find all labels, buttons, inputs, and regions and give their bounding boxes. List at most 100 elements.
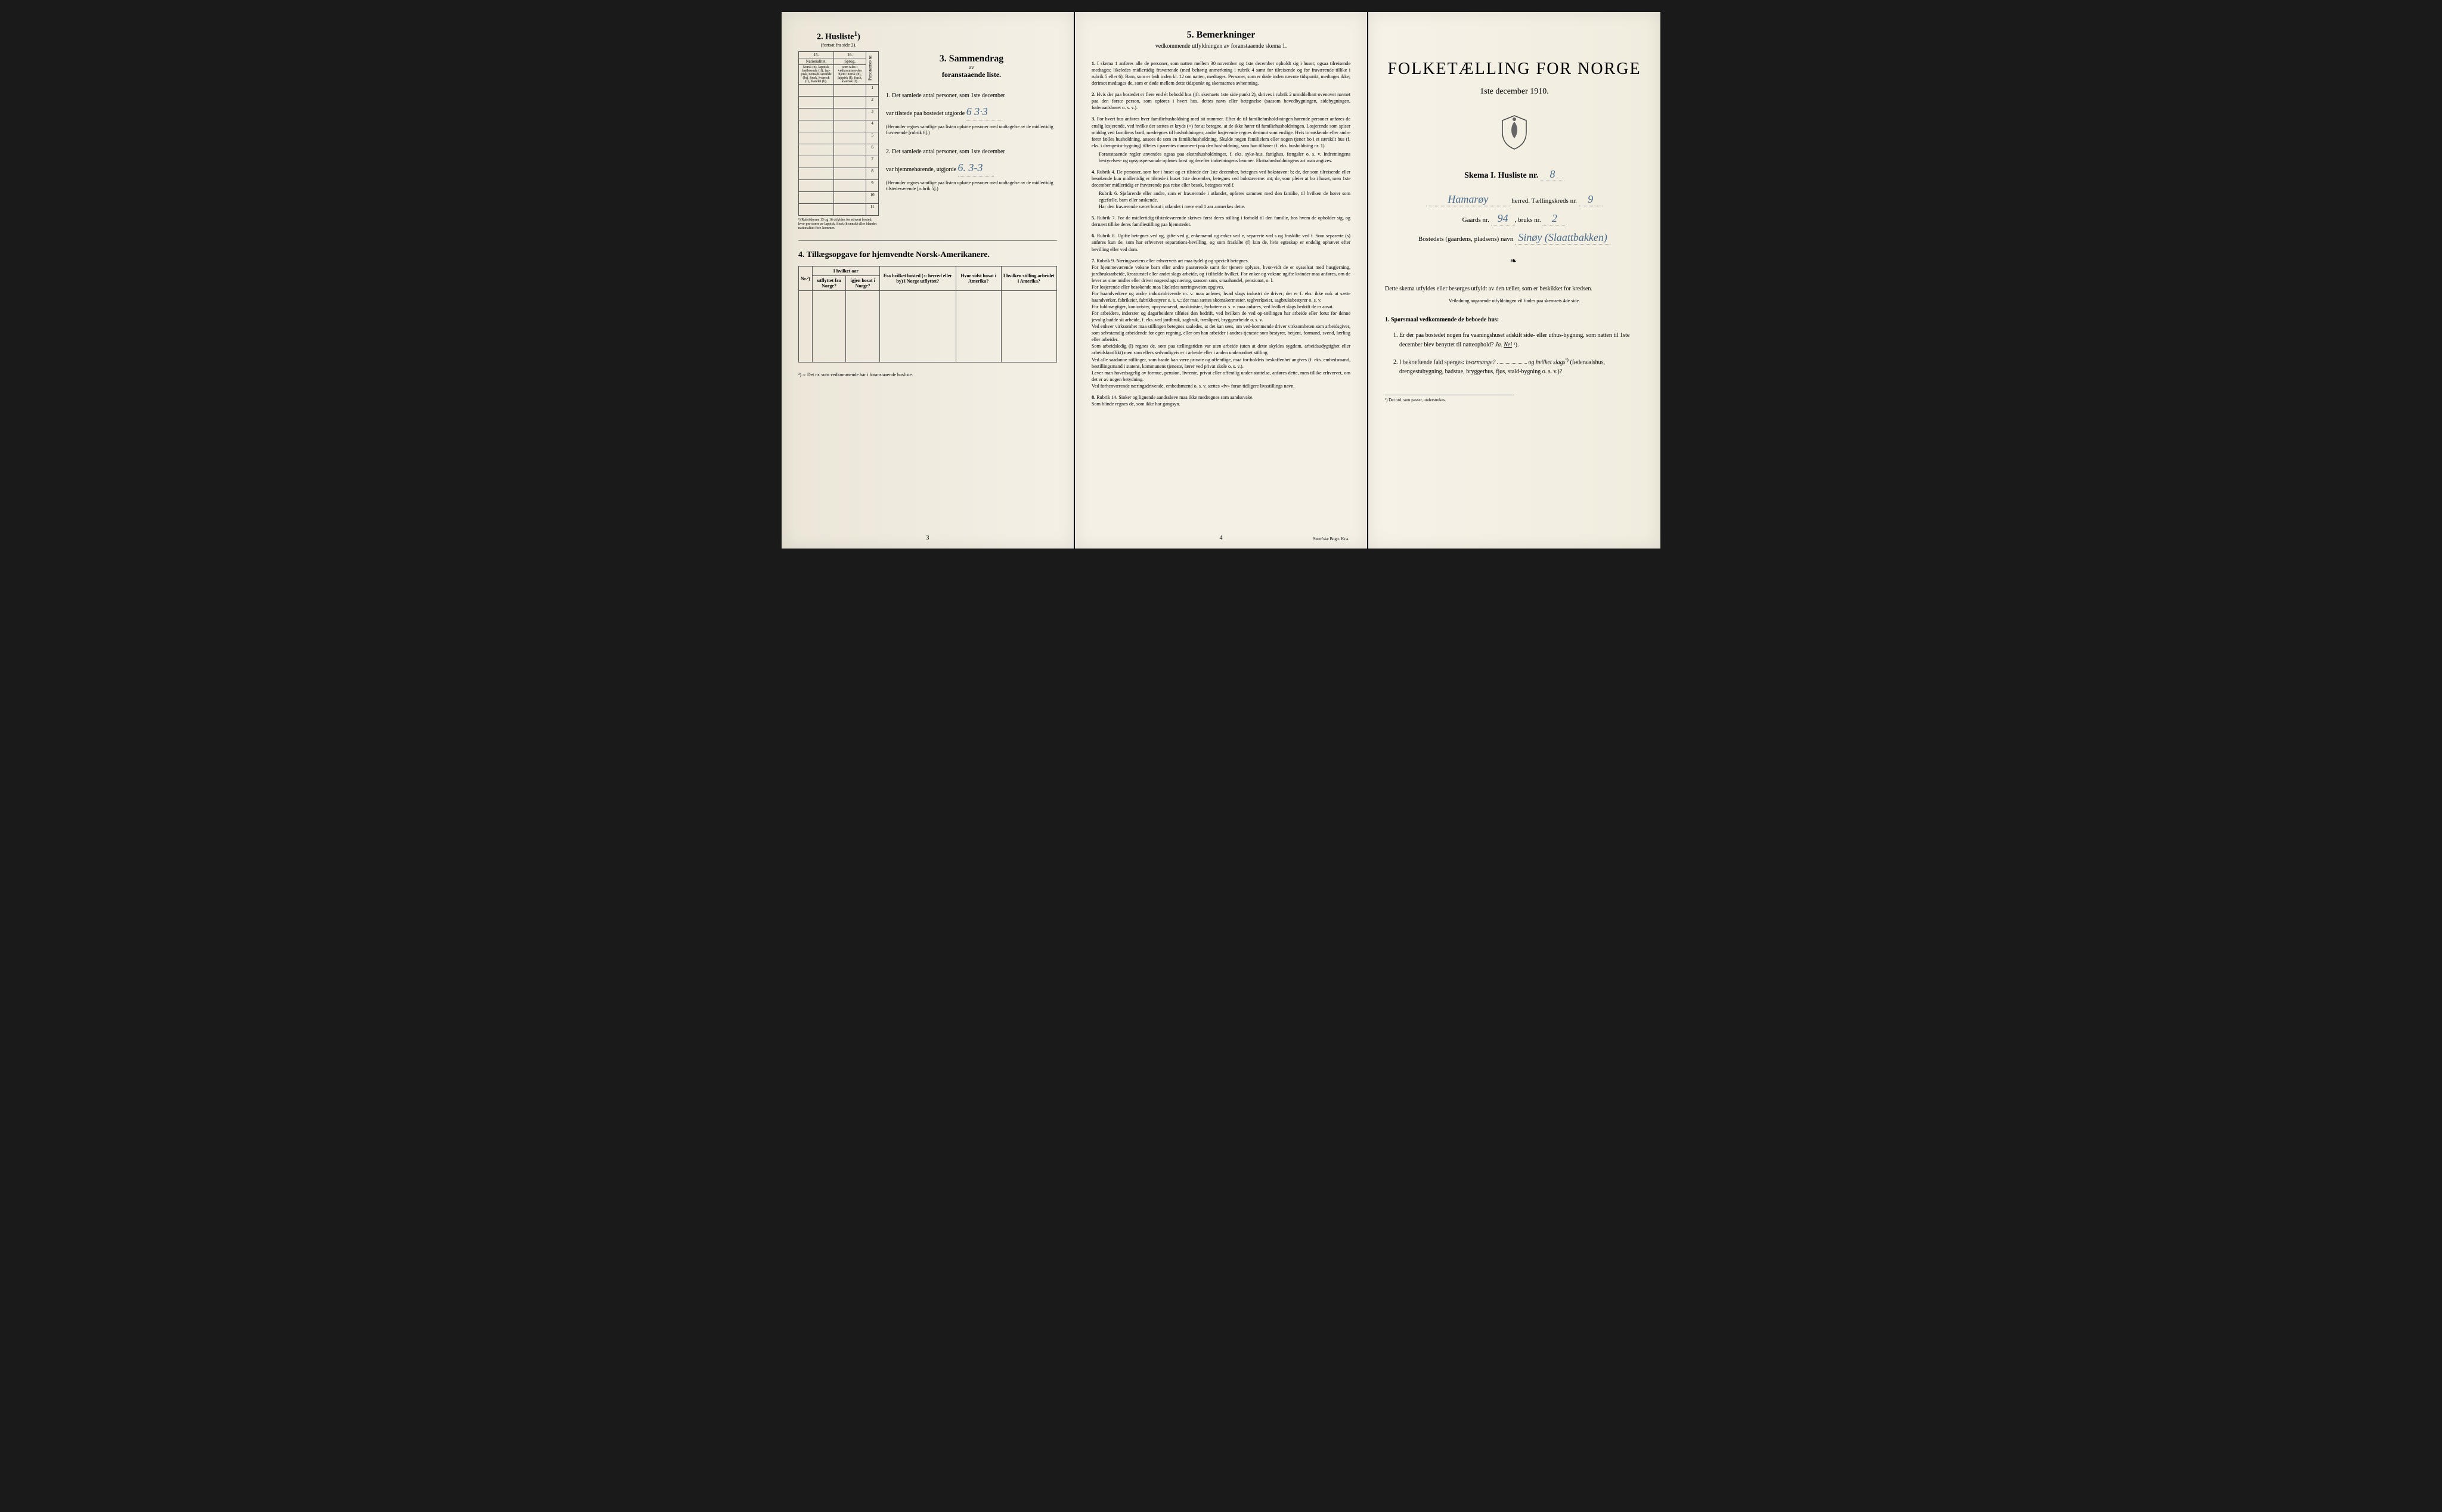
section-4: 4. Tillægsopgave for hjemvendte Norsk-Am…: [798, 250, 1057, 377]
rule-item: 5. Rubrik 7. For de midlertidig tilstede…: [1092, 215, 1350, 228]
rule-item: 2. Hvis der paa bostedet er flere end ét…: [1092, 91, 1350, 111]
rule-item: 3. For hvert hus anføres hver familiehus…: [1092, 116, 1350, 163]
summary1-line: var tilstede paa bostedet utgjorde: [886, 110, 965, 117]
question-1: Er der paa bostedet nogen fra vaaningshu…: [1399, 331, 1644, 350]
herred-label: herred. Tællingskreds nr.: [1511, 197, 1577, 205]
t4-h2: igjen bosat i Norge?: [846, 276, 879, 291]
husliste-subtitle: (fortsat fra side 2).: [798, 42, 879, 48]
page-4: 5. Bemerkninger vedkommende utfyldningen…: [1075, 12, 1367, 549]
bosted-label: Bostedets (gaardens, pladsens) navn: [1418, 236, 1513, 243]
census-date: 1ste december 1910.: [1385, 87, 1644, 97]
q1-ja: Ja.: [1495, 342, 1502, 348]
row-num: 4: [866, 120, 879, 132]
husliste-footnote: ¹) Rubrikkerne 15 og 16 utfyldes for eth…: [798, 218, 879, 231]
t4-h5: I hvilken stilling arbeidet i Amerika?: [1001, 267, 1056, 291]
rule-item: 7. Rubrik 9. Næringsveiens eller erhverv…: [1092, 258, 1350, 389]
q-heading: 1. Spørsmaal vedkommende de beboede hus:: [1385, 315, 1644, 325]
gaards-label: Gaards nr.: [1462, 216, 1489, 224]
row-num: 11: [866, 203, 879, 215]
section4-title: 4. Tillægsopgave for hjemvendte Norsk-Am…: [798, 250, 1057, 260]
col-16-desc: som tales i vedkommen-des hjem: norsk (n…: [833, 64, 866, 84]
instruction-text: Dette skema utfyldes eller besørges utfy…: [1385, 284, 1644, 293]
summary1-note: (Herunder regnes samtlige paa listen opf…: [886, 124, 1057, 137]
t4-h4: Hvor sidst bosat i Amerika?: [956, 267, 1001, 291]
bosted-line: Bostedets (gaardens, pladsens) navn Sinø…: [1385, 231, 1644, 244]
page-3: 2. Husliste1) (fortsat fra side 2). 15. …: [782, 12, 1074, 549]
bruks-label: bruks nr.: [1518, 216, 1541, 224]
rule-item: 4. Rubrik 4. De personer, som bor i huse…: [1092, 169, 1350, 210]
gaards-nr: 94: [1491, 212, 1515, 225]
table-4: Nr.²) I hvilket aar Fra hvilket bosted (…: [798, 266, 1057, 362]
ornament-icon: ❧: [1385, 256, 1644, 267]
bemerkninger-sub: vedkommende utfyldningen av foranstaaend…: [1092, 43, 1350, 49]
rule-item: 8. Rubrik 14. Sinker og lignende aandssl…: [1092, 394, 1350, 407]
row-num: 2: [866, 96, 879, 108]
bosted-value: Sinøy (Slaattbakken): [1515, 231, 1610, 244]
herred-value: Hamarøy: [1426, 193, 1510, 206]
summary2-note: (Herunder regnes samtlige paa listen opf…: [886, 180, 1057, 193]
row-num: 3: [866, 108, 879, 120]
document-spread: 2. Husliste1) (fortsat fra side 2). 15. …: [782, 12, 1660, 549]
skema-label: Skema I. Husliste nr.: [1464, 171, 1538, 180]
sammendrag-title: 3. Sammendrag: [886, 54, 1057, 64]
page-cover: FOLKETÆLLING FOR NORGE 1ste december 191…: [1368, 12, 1660, 549]
t4-group: I hvilket aar: [812, 267, 879, 276]
kreds-nr: 9: [1579, 193, 1603, 206]
row-num: 6: [866, 144, 879, 156]
sammendrag-av: av: [886, 64, 1057, 70]
rules-list: 1. I skema 1 anføres alle de personer, s…: [1092, 60, 1350, 407]
herred-line: Hamarøy herred. Tællingskreds nr. 9: [1385, 193, 1644, 206]
row-num: 5: [866, 132, 879, 144]
page-number-4: 4: [1220, 535, 1223, 541]
bruks-nr: 2: [1542, 212, 1566, 225]
q2-ii: og hvilket slags: [1528, 359, 1565, 365]
husliste-sup: 1: [854, 30, 857, 38]
census-title: FOLKETÆLLING FOR NORGE: [1385, 60, 1644, 79]
q1-sup: ¹).: [1514, 342, 1519, 348]
rule-item: 6. Rubrik 8. Ugifte betegnes ved ug, gif…: [1092, 233, 1350, 252]
col-16: 16.: [833, 51, 866, 58]
q2-blank: [1497, 363, 1527, 364]
row-num: 8: [866, 168, 879, 179]
instruction-sub: Veiledning angaaende utfyldningen vil fi…: [1385, 298, 1644, 303]
col-persons: Personernes nr.: [866, 51, 879, 84]
coat-of-arms-icon: [1499, 114, 1529, 150]
gaards-line: Gaards nr. 94, bruks nr. 2: [1385, 212, 1644, 225]
row-num: 1: [866, 84, 879, 96]
section4-footnote: ²) ɔ: Det nr. som vedkommende har i fora…: [798, 372, 1057, 377]
husliste-title: 2. Husliste: [817, 33, 854, 42]
bemerkninger-title: 5. Bemerkninger: [1092, 30, 1350, 41]
q2-i: hvormange?: [1465, 359, 1495, 365]
summary1-label: 1. Det samlede antal personer, som 1ste …: [886, 91, 1057, 100]
col-15-desc: Norsk (n), lappisk, fastboende (lf), lap…: [799, 64, 834, 84]
summary-item-2: 2. Det samlede antal personer, som 1ste …: [886, 147, 1057, 193]
t4-h3: Fra hvilket bosted (ɔ: herred eller by) …: [879, 267, 956, 291]
q1-nei: Nei: [1504, 342, 1512, 348]
row-num: 10: [866, 191, 879, 203]
t4-h0: Nr.²): [799, 267, 813, 291]
husliste-table: 15. 16. Personernes nr. Nationalitet. Sp…: [798, 51, 879, 216]
col-15-head: Nationalitet.: [799, 58, 834, 64]
col-16-head: Sprog,: [833, 58, 866, 64]
summary2-line: var hjemmehørende, utgjorde: [886, 166, 956, 173]
question-list: 1. Spørsmaal vedkommende de beboede hus:…: [1385, 315, 1644, 377]
skema-line: Skema I. Husliste nr. 8: [1385, 168, 1644, 181]
husliste-column: 2. Husliste1) (fortsat fra side 2). 15. …: [798, 30, 879, 231]
rule-item: 1. I skema 1 anføres alle de personer, s…: [1092, 60, 1350, 86]
summary2-value: 6. 3-3: [958, 160, 994, 176]
sammendrag-column: 3. Sammendrag av foranstaaende liste. 1.…: [886, 30, 1057, 231]
q2-sup: ¹): [1566, 357, 1569, 362]
husliste-nr: 8: [1541, 168, 1564, 181]
q2-text: I bekræftende fald spørges:: [1399, 359, 1464, 365]
sammendrag-sub: foranstaaende liste.: [886, 70, 1057, 79]
row-num: 7: [866, 156, 879, 168]
t4-h1: utflyttet fra Norge?: [812, 276, 846, 291]
summary1-value: 6 3·3: [966, 104, 1002, 120]
page3-footnote: ¹) Det ord, som passer, understrekes.: [1385, 395, 1514, 402]
summary-item-1: 1. Det samlede antal personer, som 1ste …: [886, 91, 1057, 137]
question-2: I bekræftende fald spørges: hvormange? o…: [1399, 356, 1644, 377]
col-15: 15.: [799, 51, 834, 58]
printer-imprint: Steen'ske Bogtr. Kr.a.: [1313, 537, 1349, 541]
page-number-3: 3: [926, 535, 929, 541]
row-num: 9: [866, 179, 879, 191]
